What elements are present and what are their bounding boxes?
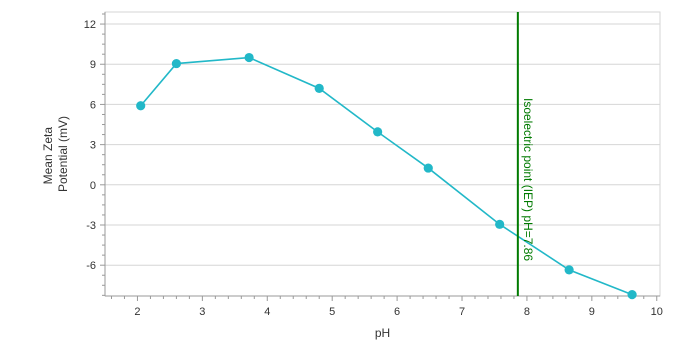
- reference-layer: Isoelectric point (IEP) pH=7.86: [516, 12, 535, 296]
- data-point: [627, 290, 637, 300]
- y-tick-label-12: 12: [84, 19, 96, 31]
- data-point: [423, 163, 433, 173]
- data-point: [495, 219, 505, 229]
- x-tick-label-10: 10: [651, 306, 663, 318]
- data-point: [564, 265, 574, 275]
- y-tick-label--6: -6: [86, 260, 96, 272]
- x-tick-label-2: 2: [134, 306, 140, 318]
- data-point: [314, 83, 324, 93]
- grid-lines: [105, 23, 660, 266]
- y-tick-label-9: 9: [90, 59, 96, 71]
- plot-area: [105, 12, 660, 296]
- axes: [104, 11, 661, 297]
- data-point: [171, 58, 182, 69]
- y-axis-title-line-1: Mean Zeta: [41, 127, 55, 185]
- y-tick-label-3: 3: [90, 140, 96, 152]
- x-tick-label-7: 7: [459, 306, 465, 318]
- x-tick-label-5: 5: [329, 306, 335, 318]
- iep-annotation: Isoelectric point (IEP) pH=7.86: [521, 98, 535, 261]
- x-tick-label-3: 3: [199, 306, 205, 318]
- y-axis-title: Mean Zeta Potential (mV): [41, 116, 70, 192]
- x-tick-label-6: 6: [394, 306, 400, 318]
- y-tick-label--3: -3: [86, 220, 96, 232]
- y-tick-label-6: 6: [90, 99, 96, 111]
- data-point: [244, 52, 254, 63]
- x-tick-label-9: 9: [589, 306, 595, 318]
- y-axis-title-line-2: Potential (mV): [56, 116, 70, 192]
- data-point: [373, 127, 383, 137]
- tick-labels: -6 -3 0 3 6 9 12 2 3 4 5 6 7 8 9 10: [84, 19, 663, 318]
- x-axis-title: pH: [375, 326, 390, 340]
- series-layer: [136, 52, 637, 300]
- y-tick-label-0: 0: [90, 180, 96, 192]
- tick-marks: [100, 13, 658, 301]
- x-tick-label-4: 4: [264, 306, 270, 318]
- data-point: [136, 101, 146, 111]
- x-tick-label-8: 8: [524, 306, 530, 318]
